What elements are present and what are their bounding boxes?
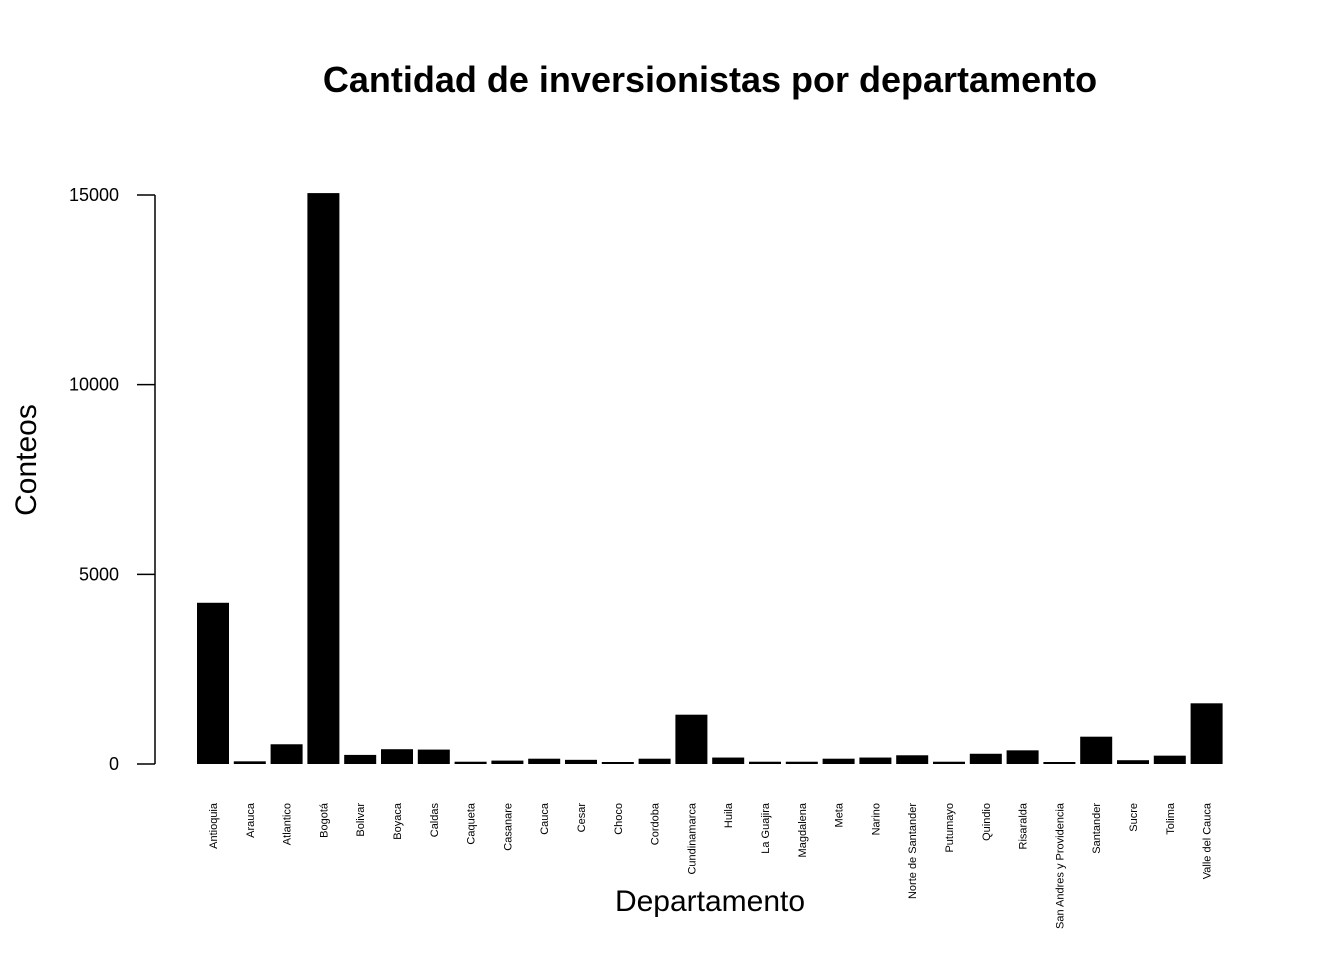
y-axis-label: Conteos (10, 404, 43, 516)
x-axis-label: Departamento (615, 885, 805, 918)
x-tick-label: Bolivar (355, 803, 367, 837)
x-tick-label: Cesar (576, 803, 588, 833)
x-tick-label: Norte de Santander (907, 803, 919, 899)
x-tick-label: Narino (870, 803, 882, 835)
bar (859, 757, 892, 764)
x-tick-label: Santander (1091, 803, 1103, 854)
bar (675, 714, 708, 764)
bar (233, 761, 266, 764)
bar (638, 758, 671, 764)
x-tick-label: Sucre (1128, 803, 1140, 832)
y-tick-label: 0 (109, 754, 119, 774)
x-tick-label: Choco (613, 803, 625, 835)
bar (712, 757, 745, 764)
y-tick-label: 10000 (69, 375, 119, 395)
x-tick-label: Quindio (981, 803, 993, 841)
bar (601, 762, 634, 764)
bar (270, 744, 303, 764)
x-tick-label: Bogotá (318, 802, 330, 838)
bar (307, 193, 340, 765)
bar (969, 753, 1002, 764)
x-tick-label: Huila (723, 802, 735, 828)
bar (1080, 736, 1113, 764)
x-tick-label: Cauca (539, 802, 551, 835)
x-tick-label: San Andres y Providencia (1054, 802, 1066, 929)
x-tick-label: La Guajira (760, 802, 772, 854)
bar (344, 754, 377, 764)
x-tick-label: Magdalena (797, 802, 809, 857)
x-tick-label: Caqueta (466, 802, 478, 844)
bar (565, 759, 597, 764)
x-tick-label: Boyaca (392, 802, 404, 840)
x-tick-label: Caldas (429, 803, 441, 838)
bar (381, 749, 413, 764)
bar (417, 749, 450, 764)
bar (933, 761, 965, 764)
x-tick-label: Cundinamarca (686, 802, 698, 874)
bar (1153, 755, 1186, 764)
x-tick-label: Cordoba (650, 802, 662, 845)
bar (491, 760, 524, 764)
bar (749, 761, 781, 764)
bar (528, 758, 561, 764)
x-tick-label: Atlantico (282, 803, 294, 845)
x-tick-label: Valle del Cauca (1202, 802, 1214, 879)
y-tick-label: 15000 (69, 185, 119, 205)
bar (822, 758, 855, 764)
bars (197, 193, 1223, 765)
x-tick-labels: Antioquia Arauca Atlantico Bogotá Bolivar Boy… (208, 802, 1214, 929)
chart-title: Cantidad de inversionistas por departame… (323, 59, 1097, 100)
bar (1006, 750, 1039, 764)
bar (1043, 762, 1076, 764)
x-tick-label: Meta (834, 802, 846, 827)
bar (454, 761, 487, 764)
y-axis: 0 5000 10000 15000 (69, 185, 156, 774)
y-tick-label: 5000 (79, 564, 119, 584)
bar (785, 761, 818, 764)
bar (896, 755, 929, 764)
x-tick-label: Putumayo (944, 803, 956, 853)
x-tick-label: Arauca (245, 802, 257, 838)
x-tick-label: Casanare (502, 803, 514, 851)
bar (1190, 703, 1223, 764)
bar (1117, 760, 1149, 764)
bar (197, 602, 229, 764)
x-tick-label: Tolima (1165, 802, 1177, 835)
x-tick-label: Risaralda (1018, 802, 1030, 849)
x-tick-label: Antioquia (208, 802, 220, 849)
